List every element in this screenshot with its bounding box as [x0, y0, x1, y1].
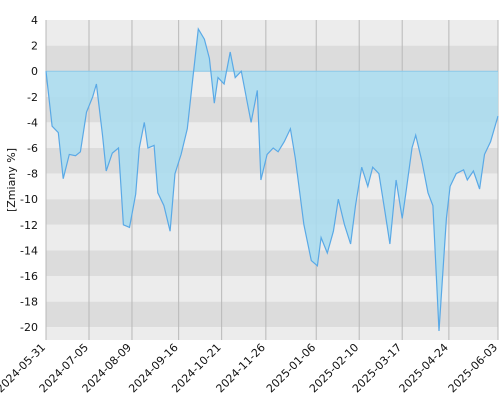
- background-band: [46, 20, 498, 46]
- y-tick-label: -14: [20, 244, 38, 257]
- y-tick-label: -20: [20, 321, 38, 334]
- series-line: [45, 27, 499, 332]
- y-tick-label: -18: [20, 296, 38, 309]
- y-tick-label: -10: [20, 193, 38, 206]
- x-axis-ticks: 2024-05-312024-07-052024-08-092024-09-16…: [0, 341, 500, 395]
- series-area: [46, 29, 498, 331]
- background-band: [46, 45, 498, 72]
- background-band: [46, 327, 498, 340]
- y-tick-label: 4: [31, 14, 38, 27]
- y-tick-label: -8: [27, 168, 38, 181]
- y-tick-label: -16: [20, 270, 38, 283]
- y-tick-label: -2: [27, 91, 38, 104]
- background-band: [46, 250, 498, 276]
- y-tick-label: -4: [27, 116, 38, 129]
- y-tick-label: 2: [31, 40, 38, 53]
- background-band: [46, 224, 498, 251]
- y-axis-label: [Zmiany %]: [5, 148, 18, 212]
- y-tick-label: -6: [27, 142, 38, 155]
- x-tick-label: 2025-06-03: [446, 341, 500, 395]
- background-band: [46, 301, 498, 328]
- background-band: [46, 199, 498, 225]
- y-tick-label: 0: [31, 65, 38, 78]
- x-tick-label: 2025-04-24: [397, 341, 451, 395]
- y-axis-ticks: 4 2 0 -2 -4 -6 -8 -10 -12 -14 -16 -18 -20: [20, 14, 38, 334]
- background-band: [46, 276, 498, 302]
- y-tick-label: -12: [20, 219, 38, 232]
